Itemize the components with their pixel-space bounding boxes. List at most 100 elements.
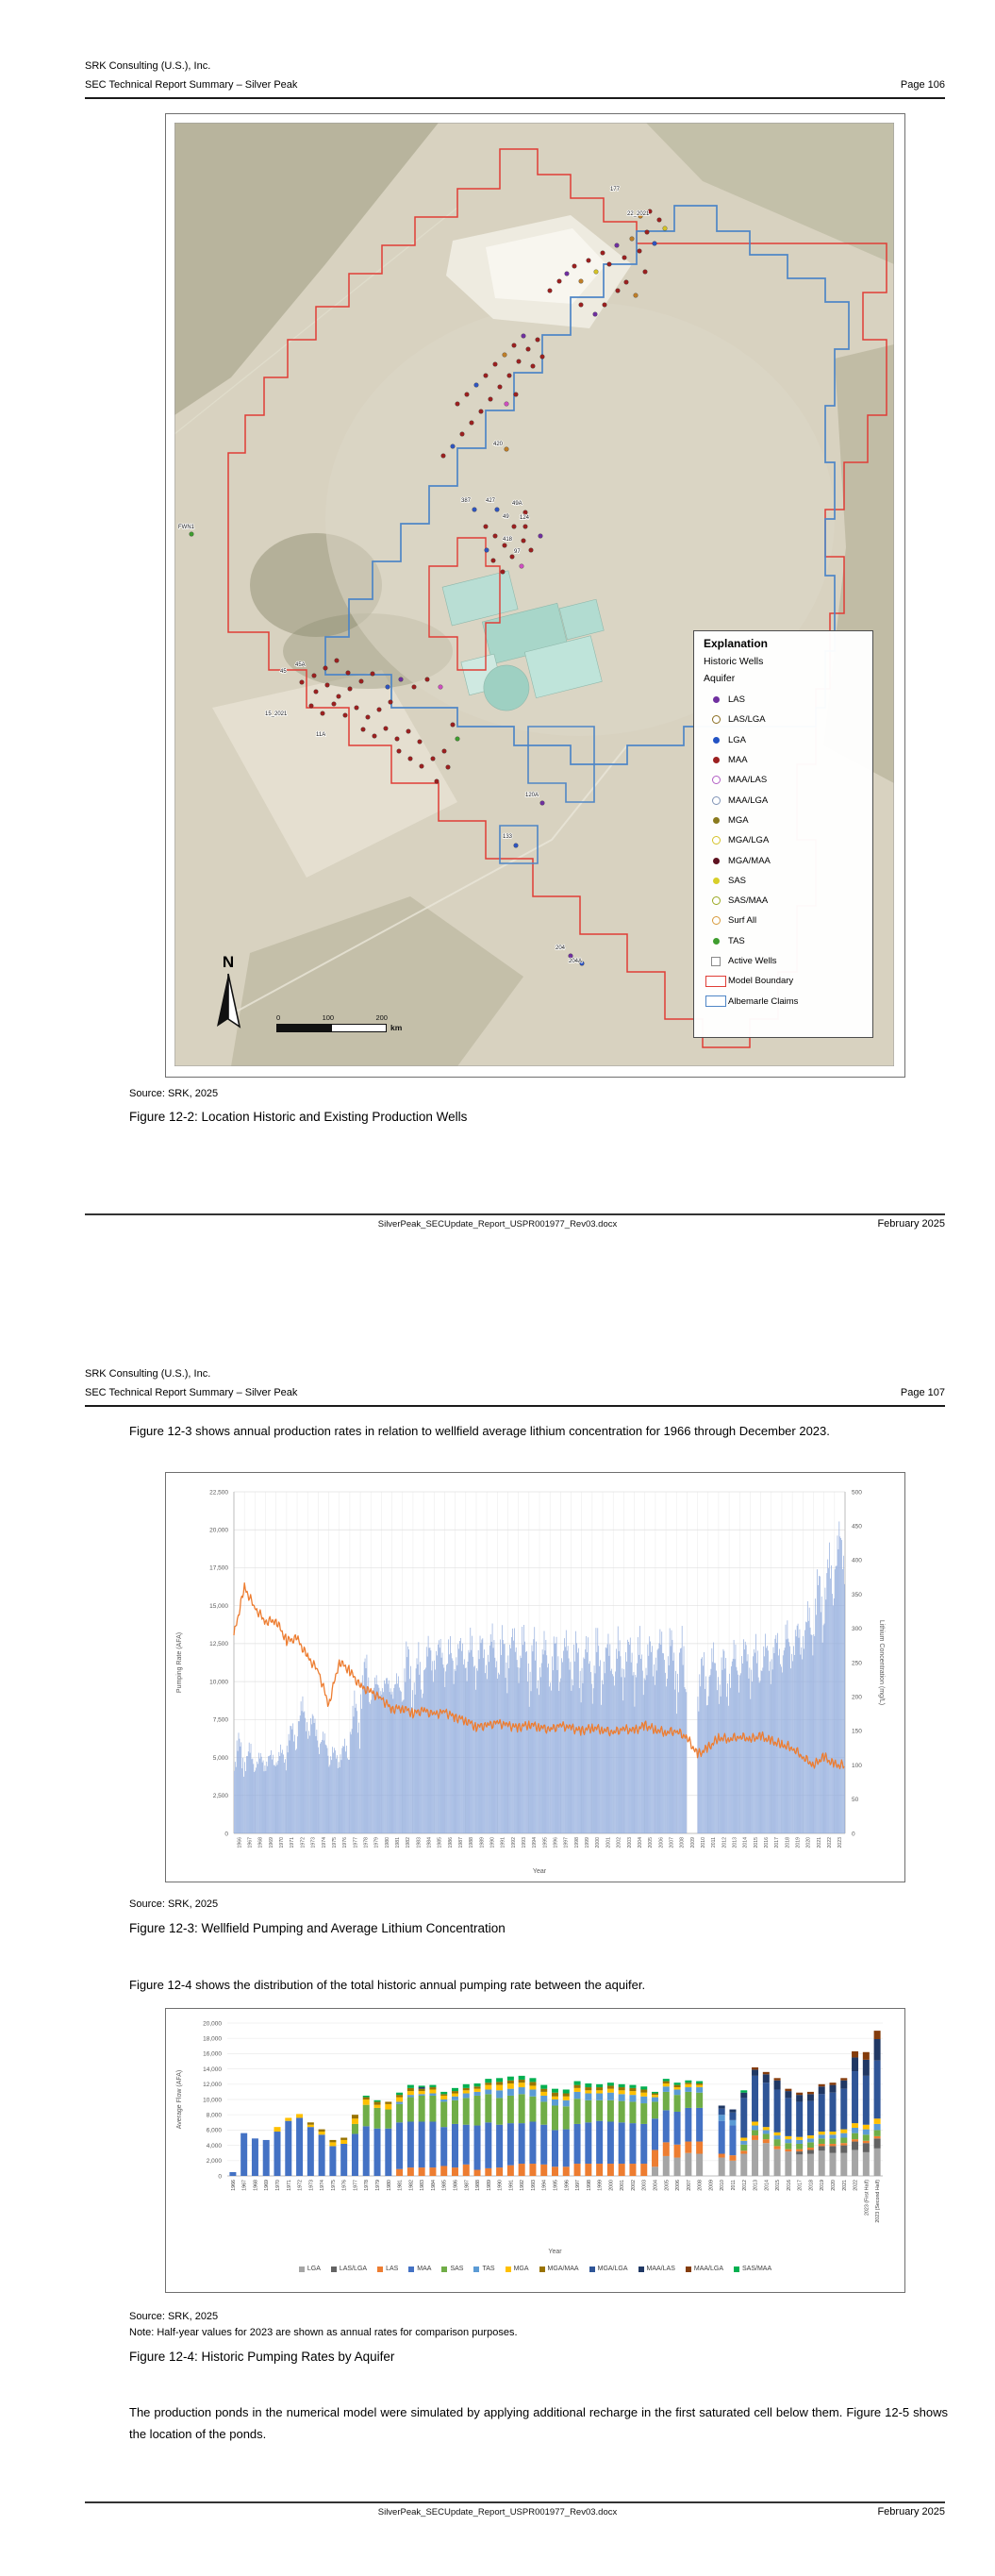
- svg-text:2021: 2021: [842, 2180, 848, 2191]
- svg-text:Year: Year: [548, 2249, 562, 2255]
- legend-item-mga-lga: MGA/LGA: [704, 830, 863, 850]
- svg-text:45A: 45A: [295, 662, 306, 668]
- svg-text:1991: 1991: [508, 2180, 514, 2191]
- svg-text:Average Flow (AFA): Average Flow (AFA): [176, 2070, 183, 2130]
- svg-text:2020: 2020: [831, 2180, 837, 2191]
- svg-text:2005: 2005: [664, 2180, 670, 2191]
- legend-item-sas-marker-icon: [704, 877, 728, 884]
- svg-text:1992: 1992: [520, 2180, 525, 2191]
- svg-text:204: 204: [556, 945, 566, 951]
- figure-12-3-chart: 0 2,500 5,000 7,500 10,000 12,500 15,000 17,500…: [165, 1472, 905, 1882]
- legend-item-las: LAS: [704, 690, 863, 710]
- svg-text:1998: 1998: [574, 1837, 580, 1848]
- svg-text:12,500: 12,500: [209, 1641, 228, 1648]
- svg-text:1995: 1995: [542, 1837, 548, 1848]
- svg-text:450: 450: [852, 1524, 862, 1531]
- scale-unit: km: [390, 1023, 403, 1032]
- figure-12-2-source: Source: SRK, 2025: [129, 1088, 219, 1099]
- svg-text:133: 133: [503, 834, 513, 840]
- figure-12-4-caption: Figure 12-4: Historic Pumping Rates by A…: [129, 2350, 395, 2364]
- figure-12-4-note: Note: Half-year values for 2023 are show…: [129, 2327, 518, 2338]
- svg-text:2003: 2003: [642, 2180, 648, 2191]
- svg-text:20,000: 20,000: [209, 1528, 228, 1534]
- svg-text:97: 97: [514, 549, 521, 555]
- figure-12-4-source: Source: SRK, 2025: [129, 2311, 219, 2322]
- svg-text:1997: 1997: [564, 1837, 570, 1848]
- svg-text:1976: 1976: [342, 2180, 348, 2191]
- svg-text:2014: 2014: [764, 2180, 770, 2191]
- pumping-lithium-chart: 0 2,500 5,000 7,500 10,000 12,500 15,000 17,500…: [176, 1489, 885, 1875]
- legend-item-tas: TAS: [704, 931, 863, 951]
- svg-text:1998: 1998: [587, 2180, 592, 2191]
- svg-text:2014: 2014: [743, 1837, 749, 1848]
- svg-text:124: 124: [520, 515, 530, 521]
- page1-header-row: SEC Technical Report Summary – Silver Pe…: [85, 79, 945, 91]
- svg-text:Pumping Rate (AFA): Pumping Rate (AFA): [176, 1632, 183, 1693]
- svg-text:2017: 2017: [774, 1837, 780, 1848]
- svg-text:22,500: 22,500: [209, 1489, 228, 1496]
- svg-text:204A: 204A: [569, 959, 582, 964]
- legend-item-model-boundary: Model Boundary: [704, 971, 863, 991]
- svg-text:1979: 1979: [375, 2180, 381, 2191]
- map-legend-subtitle-aquifer: Aquifer: [704, 673, 736, 684]
- svg-text:2012: 2012: [721, 1837, 727, 1848]
- svg-text:2015: 2015: [775, 2180, 781, 2191]
- svg-text:20,000: 20,000: [203, 2020, 222, 2027]
- svg-text:1985: 1985: [438, 1837, 443, 1848]
- fig4-legend-lga: LGA: [298, 2266, 321, 2272]
- aquifer-chart-legend: LGA LAS/LGA LAS MAA SAS TAS MGA MGA/MAA MGA/LGA M…: [166, 2266, 904, 2272]
- svg-text:2019: 2019: [796, 1837, 802, 1848]
- scale-bar-filled: [276, 1023, 332, 1032]
- north-arrow-icon: [217, 973, 241, 1029]
- legend-item-las-lga-marker-icon: [704, 715, 728, 725]
- svg-text:0: 0: [852, 1831, 855, 1837]
- svg-text:50: 50: [852, 1797, 859, 1803]
- svg-text:2022: 2022: [827, 1837, 833, 1848]
- svg-text:427: 427: [486, 498, 496, 504]
- legend-item-surf-all-label: Surf All: [728, 915, 757, 927]
- svg-text:0: 0: [224, 1831, 228, 1837]
- svg-text:1983: 1983: [420, 2180, 425, 2191]
- svg-text:120A: 120A: [525, 793, 539, 798]
- map-legend: Explanation Historic Wells Aquifer LAS LA…: [693, 630, 873, 1038]
- svg-text:1982: 1982: [408, 2180, 414, 2191]
- svg-text:0: 0: [218, 2173, 222, 2180]
- svg-text:2012: 2012: [742, 2180, 748, 2191]
- page2-footer-docname: SilverPeak_SECUpdate_Report_USPR001977_R…: [377, 2507, 618, 2517]
- svg-text:418: 418: [503, 537, 513, 543]
- legend-item-surf-all-marker-icon: [704, 916, 728, 926]
- svg-text:Year: Year: [533, 1868, 547, 1875]
- legend-item-maa-lga-label: MAA/LGA: [728, 795, 769, 806]
- svg-text:2023: 2023: [837, 1837, 843, 1848]
- svg-text:2015: 2015: [754, 1837, 759, 1848]
- svg-text:Lithium Concentration (mg/L): Lithium Concentration (mg/L): [878, 1620, 885, 1705]
- svg-text:1973: 1973: [311, 1837, 317, 1848]
- paragraph-fig12-3-intro: Figure 12-3 shows annual production rate…: [129, 1424, 830, 1438]
- scale-tick-200: 200: [375, 1013, 388, 1022]
- scale-bar-numbers: 0 100 200: [276, 1013, 388, 1022]
- svg-text:1979: 1979: [374, 1837, 380, 1848]
- legend-item-maa: MAA: [704, 750, 863, 770]
- svg-text:1993: 1993: [522, 1837, 527, 1848]
- svg-text:1969: 1969: [264, 2180, 270, 2191]
- scale-tick-0: 0: [276, 1013, 281, 1022]
- scale-tick-100: 100: [322, 1013, 335, 1022]
- svg-text:1978: 1978: [363, 1837, 369, 1848]
- svg-text:1980: 1980: [385, 1837, 390, 1848]
- svg-text:1978: 1978: [364, 2180, 370, 2191]
- svg-text:2021: 2021: [817, 1837, 822, 1848]
- svg-text:1990: 1990: [498, 2180, 504, 2191]
- svg-text:2005: 2005: [648, 1837, 654, 1848]
- svg-text:1995: 1995: [554, 2180, 559, 2191]
- svg-text:1972: 1972: [298, 2180, 304, 2191]
- svg-text:2011: 2011: [711, 1837, 717, 1848]
- legend-item-lga-marker-icon: [704, 736, 728, 744]
- svg-text:1992: 1992: [511, 1837, 517, 1848]
- fig4-legend-tas: TAS: [473, 2266, 495, 2272]
- svg-text:1975: 1975: [331, 2180, 337, 2191]
- svg-text:1974: 1974: [320, 2180, 325, 2191]
- fig4-legend-mga: MGA: [505, 2266, 529, 2272]
- svg-text:1971: 1971: [290, 1837, 295, 1848]
- svg-text:4,000: 4,000: [207, 2143, 223, 2149]
- svg-text:2001: 2001: [620, 2180, 625, 2191]
